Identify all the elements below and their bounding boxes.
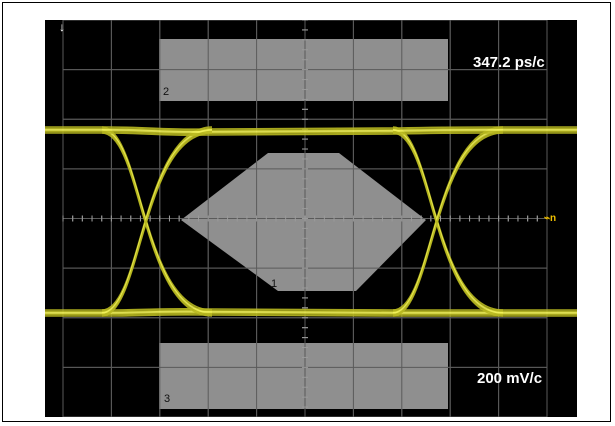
mask-zone-1 bbox=[181, 153, 426, 291]
eye-diagram-display bbox=[45, 20, 577, 417]
mask-zone-3-label: 3 bbox=[164, 393, 171, 405]
eye-trace-high-level bbox=[45, 130, 577, 135]
eye-trace-high-level bbox=[45, 132, 577, 136]
graticule-grid-overlay bbox=[62, 20, 548, 417]
mask-zone-1-label: 1 bbox=[271, 278, 278, 290]
eye-trace-falling-edge bbox=[101, 132, 213, 317]
trigger-level-icon: ⌁n bbox=[544, 213, 557, 224]
vertical-scale-readout: 200 mV/c bbox=[477, 370, 543, 387]
eye-trace-falling-edge bbox=[392, 132, 504, 317]
mask-zone-2-label: 2 bbox=[163, 86, 170, 98]
mask-zone-3 bbox=[159, 343, 448, 409]
timebase-readout: 347.2 ps/c bbox=[473, 54, 545, 71]
eye-traces bbox=[45, 126, 577, 317]
eye-trace-high-level bbox=[45, 127, 577, 132]
trigger-position-icon: ↓ bbox=[59, 20, 65, 34]
figure-frame: ↓ ⌁n 347.2 ps/c 200 mV/c 2 1 3 bbox=[2, 2, 611, 422]
oscilloscope-screen: ↓ ⌁n 347.2 ps/c 200 mV/c 2 1 3 bbox=[45, 20, 577, 417]
eye-trace-high-level bbox=[45, 128, 577, 134]
eye-trace-high-level bbox=[45, 126, 577, 130]
